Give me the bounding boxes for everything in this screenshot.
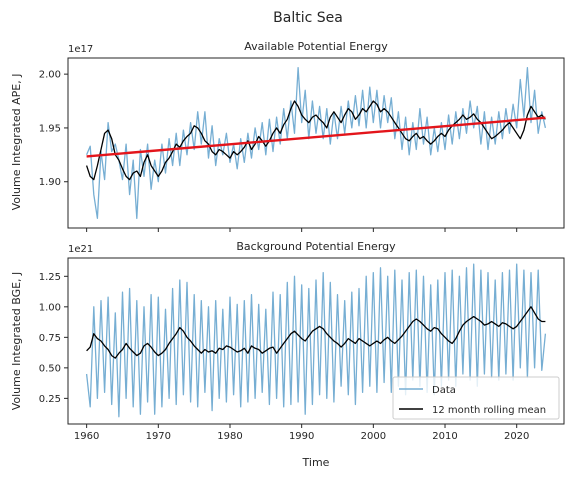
legend-label-rolling-mean: 12 month rolling mean xyxy=(432,405,546,416)
bge-panel: Background Potential Energy 1e21 Volume … xyxy=(10,240,565,469)
ape-ytick-label: 2.00 xyxy=(39,70,61,81)
ape-ylabel: Volume Integrated APE, J xyxy=(10,74,23,211)
bge-axis-ticks: 0.25 0.50 0.75 1.00 1.25 1960 1970 1980 1990 2000… xyxy=(39,272,530,442)
ape-plot-area xyxy=(85,67,547,219)
ape-axes-frame xyxy=(67,57,565,229)
ape-series-rolling-mean-line xyxy=(85,100,546,181)
bge-axes-frame xyxy=(67,257,565,425)
ape-panel: Available Potential Energy 1e17 Volume I… xyxy=(10,40,565,232)
bge-ytick-label: 1.00 xyxy=(39,302,61,313)
bge-xtick-label: 2020 xyxy=(504,431,529,442)
ape-ytick-label: 1.90 xyxy=(39,177,61,188)
bge-ytick-label: 0.75 xyxy=(39,333,61,344)
ape-series-data-line xyxy=(86,67,547,219)
legend-label-data: Data xyxy=(432,385,456,396)
bge-xtick-label: 1960 xyxy=(74,431,99,442)
bge-ylabel: Volume Integrated BGE, J xyxy=(10,272,23,411)
bge-ytick-label: 0.25 xyxy=(39,394,61,405)
bge-xlabel: Time xyxy=(302,456,330,469)
bge-ytick-label: 0.50 xyxy=(39,363,61,374)
legend: Data 12 month rolling mean xyxy=(392,376,560,420)
bge-title: Background Potential Energy xyxy=(236,240,396,253)
ape-title: Available Potential Energy xyxy=(244,40,388,53)
ape-series-trend-line xyxy=(86,116,546,158)
ape-ytick-label: 1.95 xyxy=(39,123,61,134)
legend-box xyxy=(392,376,560,420)
ape-axis-ticks: 1.90 1.95 2.00 xyxy=(39,70,518,232)
bge-offset-label: 1e21 xyxy=(68,244,93,255)
bge-series-rolling-mean-line xyxy=(86,306,546,359)
figure-title: Baltic Sea xyxy=(273,10,343,26)
bge-xtick-label: 2010 xyxy=(432,431,457,442)
bge-xtick-label: 2000 xyxy=(361,431,386,442)
bge-ytick-label: 1.25 xyxy=(39,272,61,283)
ape-offset-label: 1e17 xyxy=(68,44,93,55)
bge-series-data-line xyxy=(85,263,547,418)
bge-xtick-label: 1970 xyxy=(146,431,171,442)
bge-xtick-label: 1980 xyxy=(217,431,242,442)
bge-xtick-label: 1990 xyxy=(289,431,314,442)
bge-plot-area xyxy=(85,263,547,418)
